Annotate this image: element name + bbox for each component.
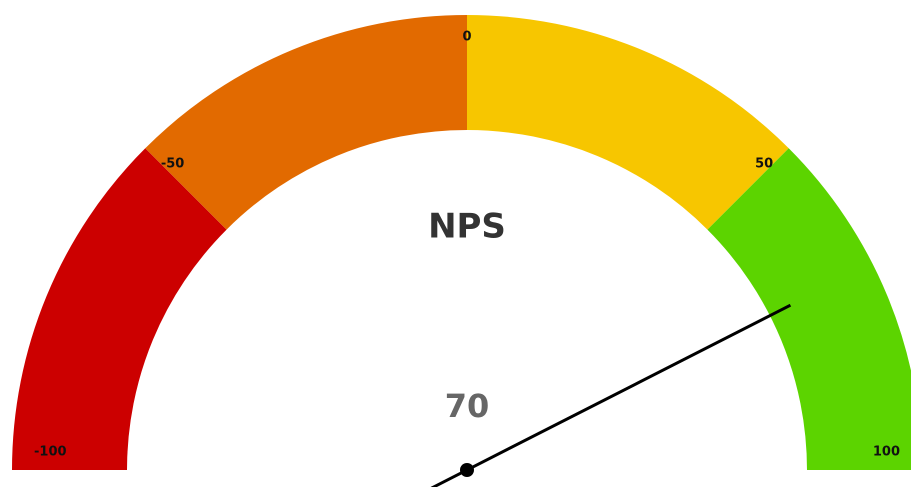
needle	[430, 303, 792, 487]
tick-label: 0	[462, 30, 471, 45]
gauge-band	[12, 148, 227, 470]
tick-label: 50	[755, 156, 773, 171]
value-label: 70	[445, 387, 490, 425]
gauge-band	[467, 15, 789, 230]
tick-label: 100	[873, 445, 900, 460]
tick-label: -50	[161, 156, 185, 171]
needle-pivot	[460, 463, 474, 477]
tick-label: -100	[34, 445, 67, 460]
gauge-band	[707, 148, 911, 470]
gauge-band	[145, 15, 467, 230]
chart-title: NPS	[428, 207, 506, 247]
